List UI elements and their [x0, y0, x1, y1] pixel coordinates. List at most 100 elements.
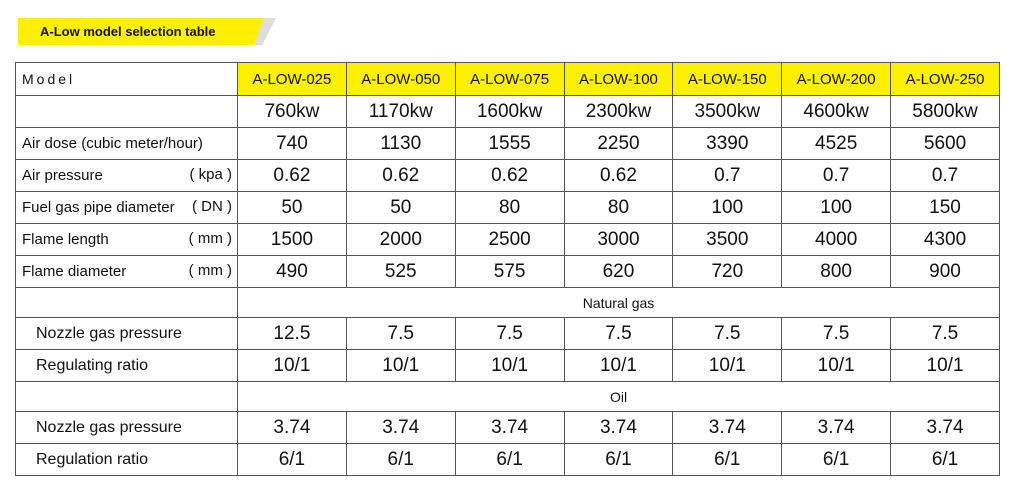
data-row: Nozzle gas pressure 3.74 3.74 3.74 3.74 3.74 3… [15, 411, 1000, 444]
data-row: Flame diameter ( mm ) 490 525 575 620 720 800 90… [15, 255, 1000, 288]
label-text: Nozzle gas pressure [36, 324, 182, 342]
value-cell: 4300 [890, 223, 1000, 256]
value-cell: 7.5 [454, 317, 565, 350]
row-label: Air pressure ( kpa ) [15, 159, 238, 192]
value-cell: 3.74 [454, 411, 565, 444]
label-text: Nozzle gas pressure [36, 418, 182, 436]
value-cell: 575 [454, 255, 565, 288]
row-label: Regulating ratio [15, 349, 238, 382]
power-cell: 2300kw [563, 95, 674, 128]
value-cell: 12.5 [237, 317, 347, 350]
value-cell: 3.74 [345, 411, 456, 444]
section-row: Oil [15, 381, 1000, 412]
title: A-Low model selection table [40, 24, 216, 39]
value-cell: 2250 [563, 127, 674, 160]
power-cell: 4600kw [781, 95, 892, 128]
value-cell: 6/1 [345, 443, 456, 476]
empty-cell [15, 95, 238, 128]
selection-table: Model A-LOW-025 A-LOW-050 A-LOW-075 A-LOW-10… [15, 62, 1000, 476]
value-cell: 3000 [563, 223, 674, 256]
value-cell: 7.5 [345, 317, 456, 350]
value-cell: 80 [563, 191, 674, 224]
value-cell: 0.7 [781, 159, 892, 192]
value-cell: 800 [781, 255, 892, 288]
power-cell: 1600kw [454, 95, 565, 128]
model-label: Model [15, 62, 238, 96]
model-name: A-LOW-075 [454, 62, 565, 96]
row-label: Nozzle gas pressure [15, 317, 238, 350]
value-cell: 490 [237, 255, 347, 288]
row-label: Nozzle gas pressure [15, 411, 238, 444]
label-text: Air pressure [22, 167, 103, 184]
power-cell: 760kw [237, 95, 347, 128]
unit-text: ( DN ) [192, 198, 232, 215]
value-cell: 3.74 [672, 411, 783, 444]
label-text: Regulating ratio [36, 356, 149, 374]
power-cell: 1170kw [345, 95, 456, 128]
value-cell: 0.62 [563, 159, 674, 192]
value-cell: 50 [237, 191, 347, 224]
row-label: Regulation ratio [15, 443, 238, 476]
power-row: 760kw 1170kw 1600kw 2300kw 3500kw 4600kw 5800k… [15, 95, 1000, 128]
value-cell: 7.5 [890, 317, 1000, 350]
section-name: Oil [237, 381, 1000, 412]
row-label: Flame diameter ( mm ) [15, 255, 238, 288]
value-cell: 3.74 [781, 411, 892, 444]
value-cell: 5600 [890, 127, 1000, 160]
value-cell: 10/1 [237, 349, 347, 382]
unit-text: ( mm ) [188, 262, 232, 279]
value-cell: 0.62 [237, 159, 347, 192]
value-cell: 3500 [672, 223, 783, 256]
value-cell: 10/1 [672, 349, 783, 382]
value-cell: 10/1 [563, 349, 674, 382]
value-cell: 0.62 [454, 159, 565, 192]
data-row: Flame length ( mm ) 1500 2000 2500 3000 3500 40… [15, 223, 1000, 256]
value-cell: 0.62 [345, 159, 456, 192]
empty-cell [15, 287, 238, 318]
value-cell: 50 [345, 191, 456, 224]
value-cell: 2500 [454, 223, 565, 256]
value-cell: 150 [890, 191, 1000, 224]
value-cell: 6/1 [781, 443, 892, 476]
unit-text: ( kpa ) [189, 166, 232, 183]
section-row: Natural gas [15, 287, 1000, 318]
label-text: Fuel gas pipe diameter [22, 199, 175, 216]
value-cell: 3.74 [890, 411, 1000, 444]
value-cell: 3390 [672, 127, 783, 160]
value-cell: 10/1 [345, 349, 456, 382]
empty-cell [15, 381, 238, 412]
value-cell: 6/1 [454, 443, 565, 476]
value-cell: 7.5 [563, 317, 674, 350]
value-cell: 10/1 [454, 349, 565, 382]
title-banner: A-Low model selection table [18, 18, 276, 45]
section-name: Natural gas [237, 287, 1000, 318]
data-row: Air pressure( kpa ) 0.62 0.62 0.62 0.62 0.7 0.… [15, 159, 1000, 192]
label-text: Flame length [22, 231, 109, 248]
value-cell: 620 [563, 255, 674, 288]
value-cell: 720 [672, 255, 783, 288]
value-cell: 1130 [345, 127, 456, 160]
value-cell: 6/1 [563, 443, 674, 476]
model-name: A-LOW-250 [890, 62, 1000, 96]
power-cell: 3500kw [672, 95, 783, 128]
label-text: Regulation ratio [36, 450, 149, 468]
value-cell: 7.5 [672, 317, 783, 350]
value-cell: 900 [890, 255, 1000, 288]
unit-text: ( mm ) [188, 230, 232, 247]
data-row: Nozzle gas pressure 12.5 7.5 7.5 7.5 7.5 7.5 7.… [15, 317, 1000, 350]
model-name: A-LOW-150 [672, 62, 783, 96]
model-name: A-LOW-050 [345, 62, 456, 96]
value-cell: 0.7 [672, 159, 783, 192]
value-cell: 3.74 [563, 411, 674, 444]
model-name: A-LOW-200 [781, 62, 892, 96]
value-cell: 0.7 [890, 159, 1000, 192]
value-cell: 100 [781, 191, 892, 224]
value-cell: 525 [345, 255, 456, 288]
row-label: Flame length ( mm ) [15, 223, 238, 256]
value-cell: 4000 [781, 223, 892, 256]
value-cell: 1555 [454, 127, 565, 160]
power-cell: 5800kw [890, 95, 1000, 128]
data-row: Regulation ratio 6/1 6/1 6/1 6/1 6/1 6/1 6/1 [15, 443, 1000, 476]
data-row: Air dose (cubic meter/hour) 740 1130 1555 22… [15, 127, 1000, 160]
